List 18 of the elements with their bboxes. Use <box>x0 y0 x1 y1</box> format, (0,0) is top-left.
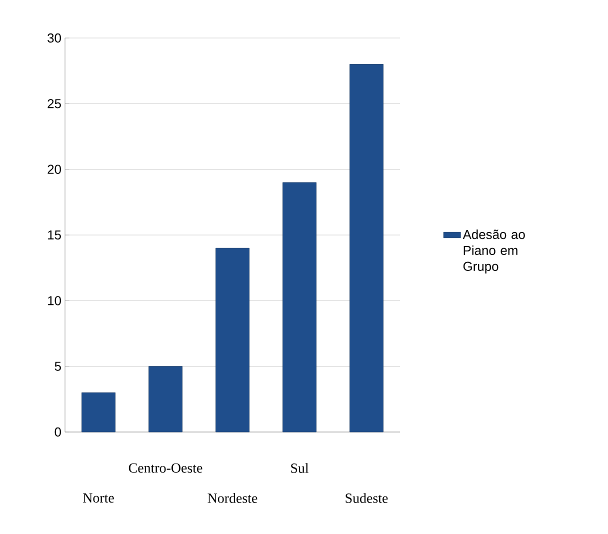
y-tick-label: 5 <box>54 362 61 371</box>
y-tick-label: 10 <box>48 296 61 306</box>
x-tick-label: Norte <box>83 493 114 503</box>
x-tick-label: Centro-Oeste <box>128 463 202 473</box>
x-tick-label: Nordeste <box>208 493 258 503</box>
y-tick-label: 25 <box>48 99 61 108</box>
y-tick-label: 20 <box>48 164 61 174</box>
y-tick-label: 0 <box>54 427 61 437</box>
bar <box>82 392 116 432</box>
x-tick-label: Sul <box>291 463 309 473</box>
bar <box>282 182 316 432</box>
y-tick-label: 15 <box>48 230 61 240</box>
y-tick-label: 30 <box>48 33 61 43</box>
bar <box>216 248 250 432</box>
bar <box>148 366 182 432</box>
bar <box>350 64 384 432</box>
x-tick-label: Sudeste <box>346 493 388 503</box>
legend-label: Adesão ao Piano em Grupo <box>462 230 525 274</box>
